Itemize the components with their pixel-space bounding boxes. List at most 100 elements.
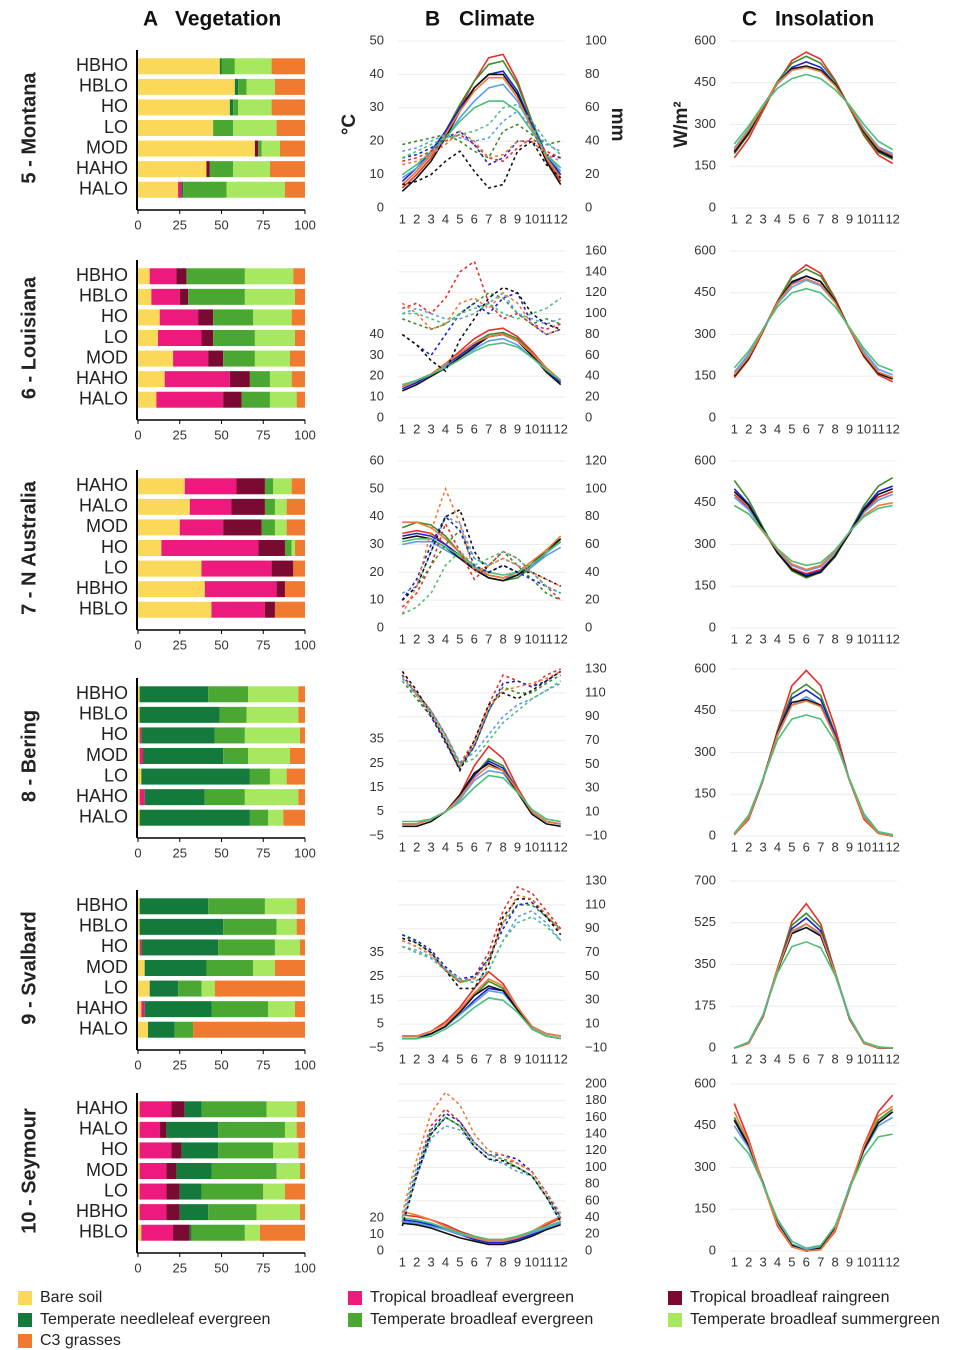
x-tick-label: 1	[399, 1051, 406, 1066]
bar-segment	[218, 939, 275, 956]
y2-tick-label: 20	[585, 592, 599, 607]
bar-segment	[298, 706, 305, 723]
bar-segment	[274, 601, 305, 618]
y2-tick-label: 0	[585, 409, 592, 424]
bar-segment	[299, 1163, 305, 1179]
x-tick-label: 11	[540, 1254, 554, 1269]
bar-segment	[298, 789, 305, 806]
data-line	[733, 1108, 894, 1252]
bar-segment	[178, 181, 182, 198]
data-line	[733, 287, 893, 372]
bar-segment	[284, 581, 305, 598]
bar-segment	[293, 560, 305, 577]
x-tick-label: 5	[788, 421, 795, 436]
bar-segment	[139, 809, 250, 826]
model-label: LO	[104, 1180, 128, 1200]
x-tick-label: 9	[846, 1051, 853, 1066]
bar-segment	[139, 748, 144, 764]
bar-segment	[139, 918, 224, 935]
bar-segment	[213, 330, 255, 346]
bar-segment	[138, 1183, 140, 1200]
bar-segment	[253, 960, 275, 976]
x-tick-label: 6	[471, 839, 478, 854]
y2-tick-label: 40	[585, 1209, 599, 1224]
bar-segment	[211, 1163, 277, 1179]
legend-label: Tropical broadleaf raingreen	[690, 1289, 890, 1306]
bar-segment	[238, 99, 272, 116]
precip-line	[401, 680, 562, 766]
precip-line	[402, 140, 562, 189]
data-line	[402, 970, 561, 1037]
bar-segment	[138, 1001, 142, 1018]
x-tick-label: 25	[173, 427, 187, 442]
x-tick-label: 11	[540, 631, 554, 646]
y-tick-label: 40	[370, 326, 384, 341]
y-tick-label: 10	[370, 592, 384, 607]
bar-segment	[161, 540, 259, 556]
precip-line	[401, 670, 562, 769]
bar-segment	[156, 391, 224, 408]
data-line	[733, 1105, 894, 1252]
y2-tick-label: 200	[585, 1075, 607, 1090]
x-tick-label: 8	[831, 1254, 838, 1269]
data-line	[402, 1222, 561, 1246]
data-line	[733, 66, 894, 156]
bar-segment	[183, 181, 227, 198]
bar-segment	[206, 161, 210, 178]
x-tick-label: 2	[745, 1051, 752, 1066]
bar-segment	[138, 330, 159, 346]
data-line	[733, 688, 893, 837]
bar-segment	[259, 1224, 305, 1241]
bar-segment	[258, 140, 262, 157]
bar-segment	[264, 898, 297, 915]
model-label: LO	[104, 557, 128, 577]
y-tick-label: 20	[370, 133, 384, 148]
x-tick-label: 3	[427, 1051, 434, 1066]
bar-segment	[139, 1121, 160, 1138]
bar-segment	[223, 748, 249, 764]
precip-line	[401, 1116, 562, 1219]
x-tick-label: 4	[442, 421, 449, 436]
x-tick-label: 4	[774, 211, 781, 226]
y2-tick-label: 90	[585, 920, 599, 935]
bar-segment	[138, 560, 202, 577]
x-tick-label: 6	[803, 839, 810, 854]
y-tick-label: 40	[370, 508, 384, 523]
model-label: HAHO	[76, 368, 128, 388]
x-tick-label: 25	[173, 845, 187, 860]
y2-tick-label: 120	[585, 284, 607, 299]
row-label: 8 - Bering	[18, 710, 40, 802]
x-tick-label: 1	[399, 211, 406, 226]
x-tick-label: 0	[134, 217, 141, 232]
bar-segment	[138, 309, 160, 326]
y2-tick-label: 20	[585, 166, 599, 181]
bar-segment	[179, 519, 224, 536]
x-tick-label: 6	[803, 631, 810, 646]
bar-segment	[138, 581, 205, 598]
bar-segment	[299, 1204, 305, 1221]
model-label: HALO	[79, 388, 128, 408]
x-tick-label: 100	[294, 1057, 316, 1072]
precip-line	[401, 486, 562, 615]
y-tick-label: 300	[694, 326, 716, 341]
x-tick-label: 2	[745, 421, 752, 436]
y2-tick-label: 80	[585, 508, 599, 523]
bar-segment	[291, 478, 305, 495]
bar-segment	[273, 1142, 299, 1159]
bar-segment	[293, 268, 305, 285]
x-tick-label: 6	[803, 211, 810, 226]
bar-segment	[201, 1101, 267, 1118]
bar-segment	[294, 330, 305, 346]
y-tick-label: 450	[694, 1117, 716, 1132]
bar-segment	[211, 601, 265, 618]
x-tick-label: 11	[872, 631, 886, 646]
bar-segment	[254, 140, 259, 157]
bar-segment	[296, 391, 305, 408]
x-tick-label: 12	[885, 211, 899, 226]
precip-line	[402, 133, 562, 163]
x-tick-label: 11	[540, 839, 554, 854]
model-label: HBHO	[76, 1201, 128, 1221]
y-tick-label: 450	[694, 494, 716, 509]
x-tick-label: 10	[857, 839, 871, 854]
model-label: HBHO	[76, 683, 128, 703]
